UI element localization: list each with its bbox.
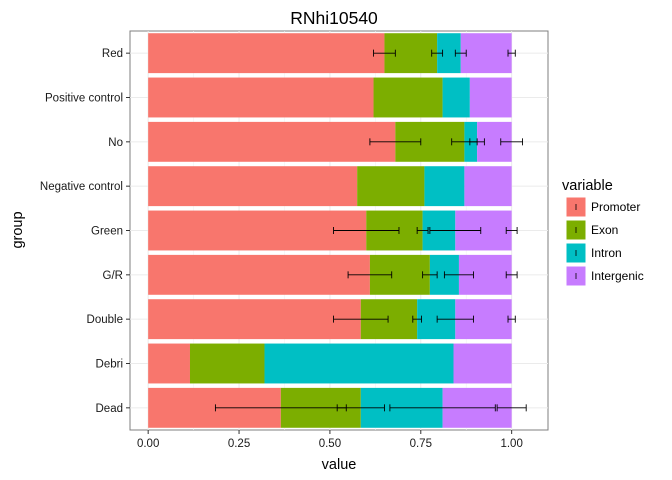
bar-segment — [442, 77, 470, 118]
bar-segment — [373, 77, 443, 118]
bar-segment — [148, 121, 396, 162]
bar-segment — [437, 33, 461, 74]
bar-segment — [464, 166, 512, 207]
plot-area — [129, 30, 549, 431]
chart-title: RNhi10540 — [290, 8, 378, 28]
y-tick-label: Debri — [96, 359, 123, 371]
bar-segment — [264, 343, 454, 384]
y-tick-label: Double — [87, 314, 123, 326]
bar-segment — [460, 33, 512, 74]
y-axis: Red Positive control No Negative control Gre… — [40, 48, 130, 415]
legend-items: Promoter Exon Intron Intergenic — [565, 196, 644, 287]
bar-segment — [469, 77, 512, 118]
bar-segment — [148, 77, 374, 118]
legend-label: Exon — [591, 223, 618, 237]
legend-title: variable — [562, 178, 613, 194]
legend: variable Promoter Exon Intron Intergenic — [562, 178, 644, 287]
y-tick-label: Negative control — [40, 181, 123, 193]
y-tick-label: Positive control — [45, 93, 123, 105]
y-tick-label: Dead — [96, 403, 124, 415]
y-tick-label: Green — [91, 226, 123, 238]
y-tick-label: G/R — [103, 270, 123, 282]
bar-segment — [453, 343, 512, 384]
bar-segment — [148, 299, 361, 340]
legend-label: Intergenic — [591, 269, 644, 283]
bar-segment — [148, 343, 190, 384]
bar-segment — [424, 166, 465, 207]
legend-label: Intron — [591, 246, 622, 260]
bar-segment — [148, 210, 367, 251]
y-tick-label: No — [108, 137, 123, 149]
x-tick-label: 0.50 — [319, 438, 341, 450]
x-axis: 0.00 0.25 0.50 0.75 1.00 — [137, 430, 523, 450]
x-tick-label: 1.00 — [500, 438, 522, 450]
y-tick-label: Red — [102, 48, 123, 60]
y-axis-title: group — [10, 211, 26, 248]
bar-segment — [148, 254, 370, 295]
x-tick-label: 0.00 — [137, 438, 159, 450]
bar-segment — [357, 166, 425, 207]
x-tick-label: 0.75 — [410, 438, 432, 450]
error-bars — [214, 49, 527, 412]
legend-label: Promoter — [591, 200, 640, 214]
bar-segment — [148, 33, 385, 74]
bar-segment — [148, 166, 358, 207]
x-axis-title: value — [322, 457, 357, 473]
x-tick-label: 0.25 — [228, 438, 250, 450]
bar-segment — [189, 343, 265, 384]
